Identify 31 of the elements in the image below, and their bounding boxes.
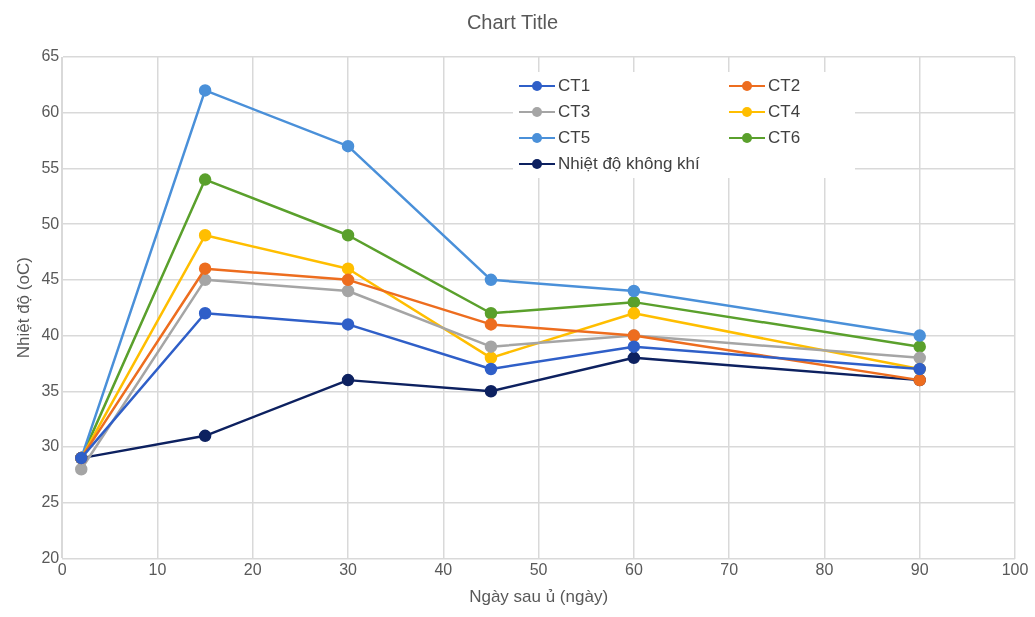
- legend-label: CT1: [558, 76, 591, 96]
- y-tick-label: 50: [41, 214, 60, 232]
- legend-label: CT6: [768, 128, 801, 148]
- x-tick-label: 50: [529, 561, 548, 579]
- x-axis-title: Ngày sau ủ (ngày): [469, 587, 609, 607]
- y-tick-label: 65: [41, 47, 60, 65]
- y-tick-label: 20: [41, 548, 60, 566]
- y-tick-label: 30: [41, 437, 60, 455]
- x-tick-label: 20: [243, 561, 262, 579]
- x-tick-label: 100: [1001, 561, 1029, 579]
- x-tick-label: 10: [148, 561, 167, 579]
- y-tick-label: 25: [41, 493, 60, 511]
- x-tick-label: 90: [910, 561, 929, 579]
- x-tick-label: 0: [57, 561, 67, 579]
- legend-label: CT3: [558, 102, 591, 122]
- y-tick-label: 40: [41, 325, 60, 343]
- y-tick-label: 35: [41, 381, 60, 399]
- y-tick-label: 60: [41, 103, 60, 121]
- x-tick-label: 80: [815, 561, 834, 579]
- legend-label: Nhiệt độ không khí: [558, 154, 700, 174]
- x-tick-label: 60: [624, 561, 643, 579]
- x-tick-label: 70: [720, 561, 739, 579]
- legend-label: CT5: [558, 128, 591, 148]
- y-tick-label: 45: [41, 270, 60, 288]
- y-axis-title: Nhiệt độ (oC): [13, 257, 33, 359]
- legend-label: CT2: [768, 76, 801, 96]
- y-tick-label: 55: [41, 158, 60, 176]
- x-tick-label: 30: [339, 561, 358, 579]
- x-tick-label: 40: [434, 561, 453, 579]
- chart-title: Chart Title: [466, 10, 559, 33]
- legend-label: CT4: [768, 102, 801, 122]
